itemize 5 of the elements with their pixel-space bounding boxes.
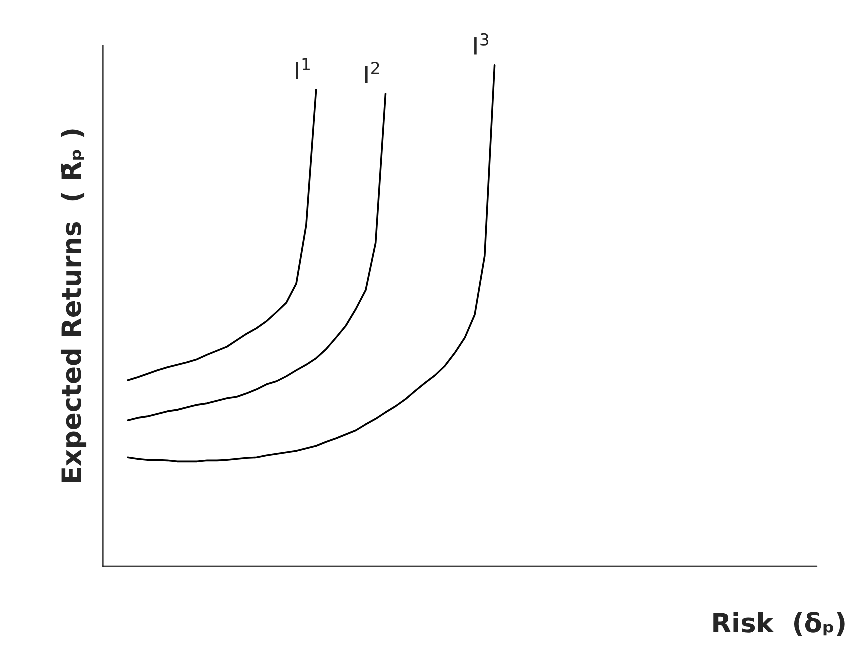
series-label: I$^{1}$: [296, 58, 310, 80]
y-axis-title: Expected Returns ( R̄ₚ ): [60, 130, 87, 482]
series-label: I$^{3}$: [474, 33, 489, 55]
series-label: I$^{2}$: [365, 62, 380, 84]
x-axis-title: Risk (δₚ): [714, 612, 845, 636]
